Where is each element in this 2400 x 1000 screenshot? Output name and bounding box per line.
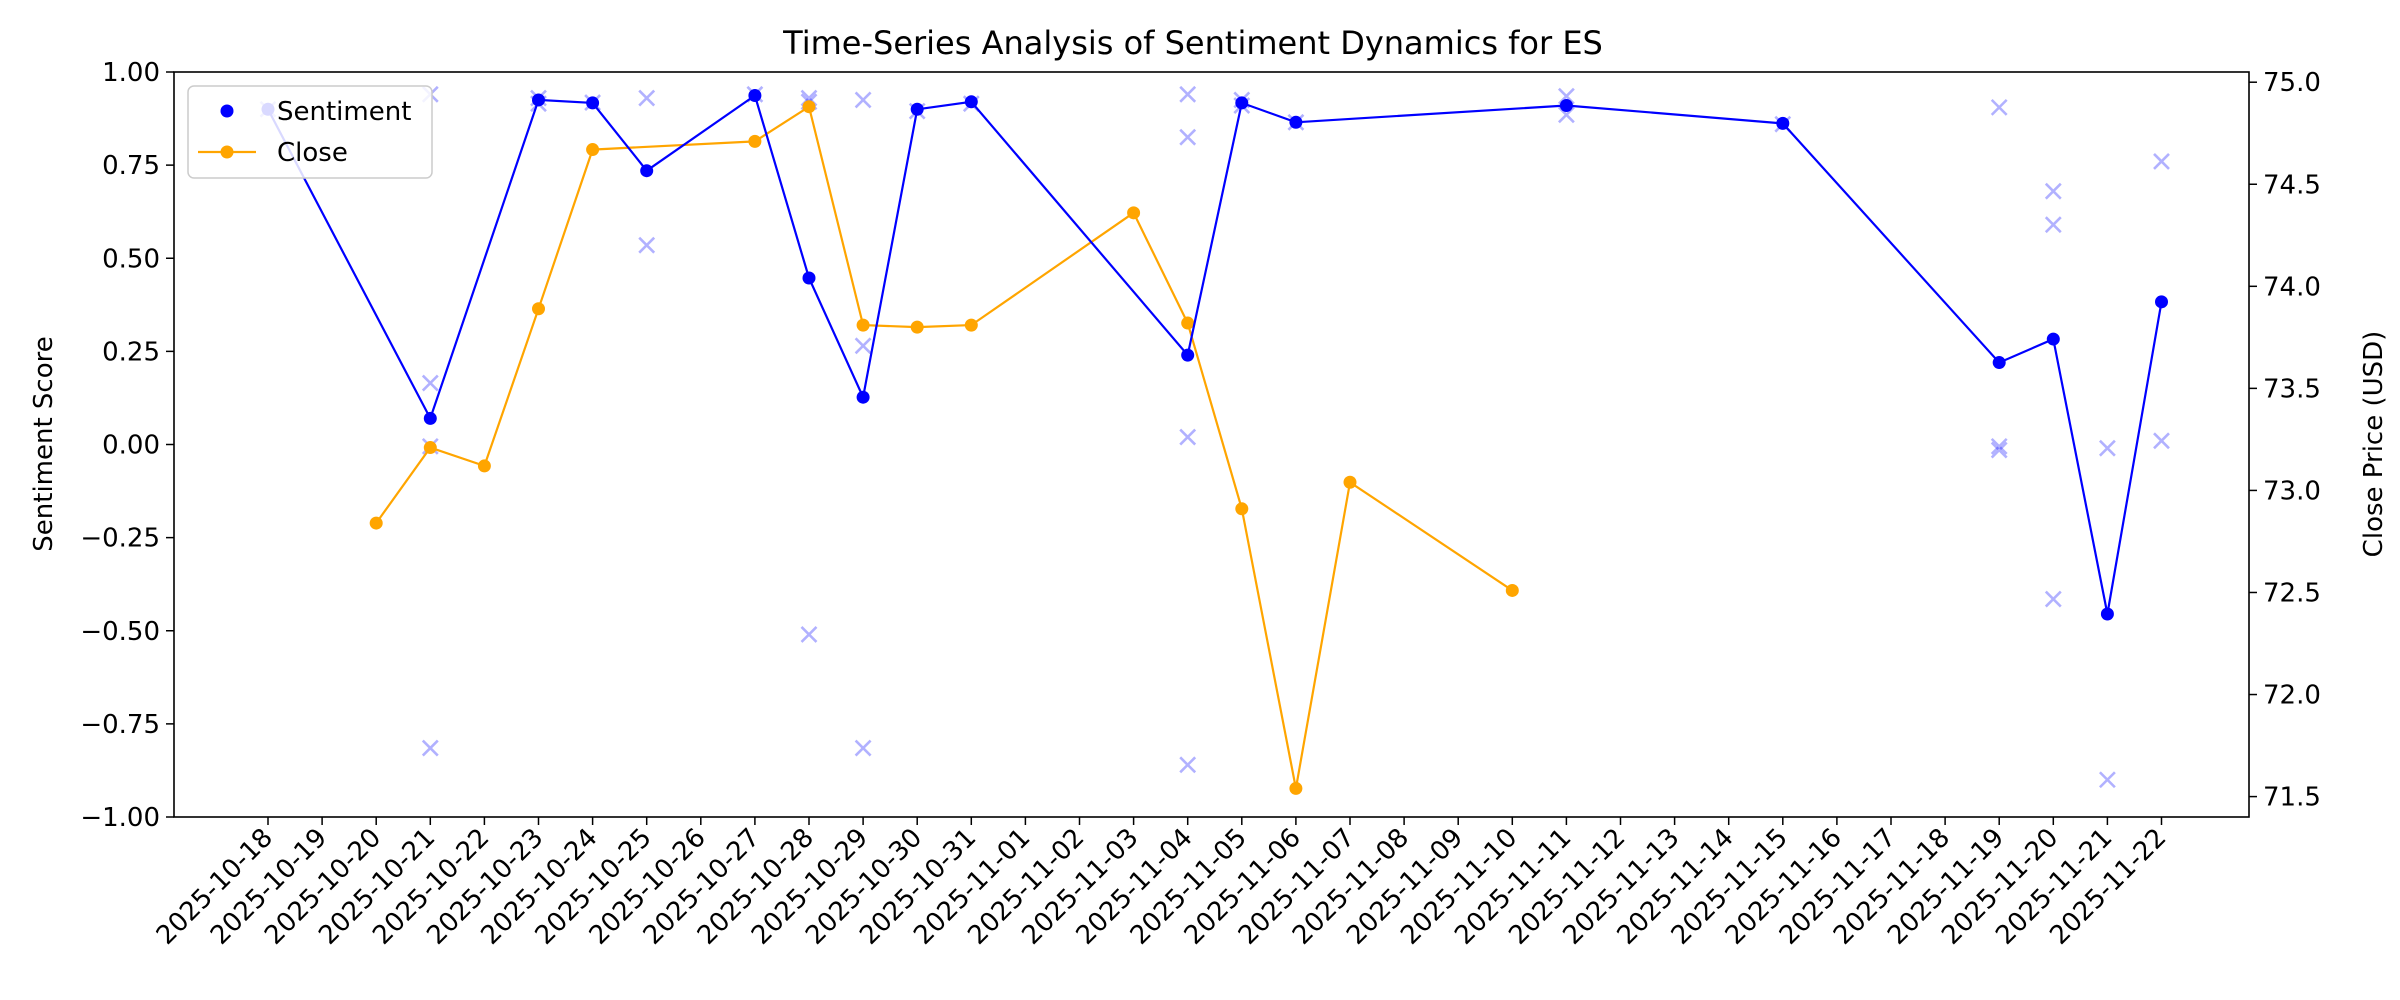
sentiment-x-marker <box>2044 216 2062 234</box>
y-right-tick-label: 73.0 <box>2263 476 2321 506</box>
y-left-tick-label: −0.25 <box>80 524 160 554</box>
sentiment-point <box>532 93 545 107</box>
sentiment-point <box>1235 96 1249 110</box>
legend-marker-close <box>220 145 234 159</box>
y-axis-left-title: Sentiment Score <box>29 336 59 551</box>
close-price-point <box>1181 316 1195 330</box>
sentiment-point <box>748 88 762 102</box>
sentiment-point <box>1992 356 2006 370</box>
y-left-tick-label: 0.75 <box>102 151 160 181</box>
close-price-point <box>586 143 600 157</box>
sentiment-point <box>802 271 816 285</box>
plot-frame <box>173 71 2250 818</box>
y-axis-left: 1.00 0.75 0.50 0.25 0.00 −0.25 −0.50 −0.75 −1.00 <box>80 58 174 833</box>
sentiment-x-marker <box>1557 106 1575 124</box>
chart-title: Time-Series Analysis of Sentiment Dynami… <box>782 24 1603 62</box>
y-left-tick-label: −0.75 <box>80 710 160 740</box>
legend-box <box>187 85 433 179</box>
sentiment-point <box>2046 332 2060 346</box>
close-price-point <box>1343 475 1357 489</box>
sentiment-x-marker <box>1179 428 1197 446</box>
sentiment-x-marker <box>1179 85 1197 103</box>
sentiment-point <box>910 102 924 116</box>
sentiment-x-marker <box>800 626 818 643</box>
close-price-point <box>477 459 491 473</box>
sentiment-x-marker <box>421 739 439 757</box>
sentiment-x-marker <box>638 89 656 107</box>
close-price-point <box>369 516 383 530</box>
y-left-tick-label: 0.50 <box>102 244 160 274</box>
close-price-point <box>1289 781 1303 795</box>
y-right-tick-label: 73.5 <box>2263 374 2321 404</box>
y-right-tick-label: 75.0 <box>2263 68 2321 98</box>
sentiment-point <box>2155 295 2168 309</box>
sentiment-point <box>1181 348 1195 362</box>
y-right-tick-label: 71.5 <box>2263 783 2321 813</box>
sentiment-point <box>856 390 870 404</box>
sentiment-x-marker <box>2044 182 2062 200</box>
close-price-point <box>532 302 545 316</box>
sentiment-point <box>640 164 654 178</box>
y-left-tick-label: 1.00 <box>102 58 160 88</box>
y-right-tick-label: 74.0 <box>2263 272 2321 302</box>
sentiment-x-marker <box>854 739 872 757</box>
sentiment-x-marker <box>1990 98 2008 116</box>
sentiment-x-marker <box>1557 87 1575 105</box>
sentiment-point <box>964 95 978 109</box>
sentiment-x-marker <box>1990 437 2008 455</box>
plot-area <box>259 85 2170 795</box>
sentiment-x-marker <box>638 236 656 254</box>
y-right-tick-label: 72.0 <box>2263 681 2321 711</box>
close-price-point <box>1235 502 1249 516</box>
sentiment-point <box>2100 607 2114 621</box>
sentiment-point <box>423 411 437 425</box>
close-price-point <box>1505 583 1519 597</box>
sentiment-x-marker <box>1990 441 2008 459</box>
close-price-point <box>748 134 762 148</box>
y-left-tick-label: −0.50 <box>80 617 160 647</box>
sentiment-point <box>586 96 600 110</box>
sentiment-x-marker <box>1179 756 1197 774</box>
sentiment-x-marker <box>421 374 439 392</box>
sentiment-x-marker <box>854 337 872 355</box>
sentiment-x-marker <box>854 91 872 109</box>
sentiment-point <box>1776 116 1790 130</box>
sentiment-x-marker <box>2153 152 2170 170</box>
close-price-line <box>375 104 1513 789</box>
y-left-tick-label: −1.00 <box>80 803 160 833</box>
close-price-point <box>910 320 924 334</box>
sentiment-point <box>1289 115 1303 129</box>
sentiment-x-marker <box>2153 432 2170 450</box>
close-price-point <box>964 318 978 332</box>
y-right-tick-label: 74.5 <box>2263 170 2321 200</box>
close-price-point <box>1127 206 1141 220</box>
legend-label-sentiment: Sentiment <box>277 97 411 127</box>
y-axis-right-title: Close Price (USD) <box>2359 331 2389 558</box>
sentiment-x-marker <box>2098 771 2116 789</box>
sentiment-x-marker <box>2044 590 2062 608</box>
y-axis-right: 75.0 74.5 74.0 73.5 73.0 72.5 72.0 71.5 <box>2249 68 2321 813</box>
x-axis: 2025-10-182025-10-192025-10-202025-10-21… <box>151 817 2172 951</box>
sentiment-x-marker <box>1179 128 1197 146</box>
sentiment-line <box>267 93 2163 615</box>
close-price-point <box>423 441 437 455</box>
close-price-point <box>802 100 816 114</box>
sentiment-point <box>1559 99 1573 113</box>
legend: Sentiment Close <box>187 85 433 179</box>
sentiment-x-marker <box>2098 439 2116 457</box>
legend-label-close: Close <box>277 138 348 168</box>
y-left-tick-label: 0.00 <box>102 431 160 461</box>
y-right-tick-label: 72.5 <box>2263 578 2321 608</box>
legend-marker-sentiment <box>220 104 234 118</box>
close-price-point <box>856 318 870 332</box>
y-left-tick-label: 0.25 <box>102 337 160 367</box>
